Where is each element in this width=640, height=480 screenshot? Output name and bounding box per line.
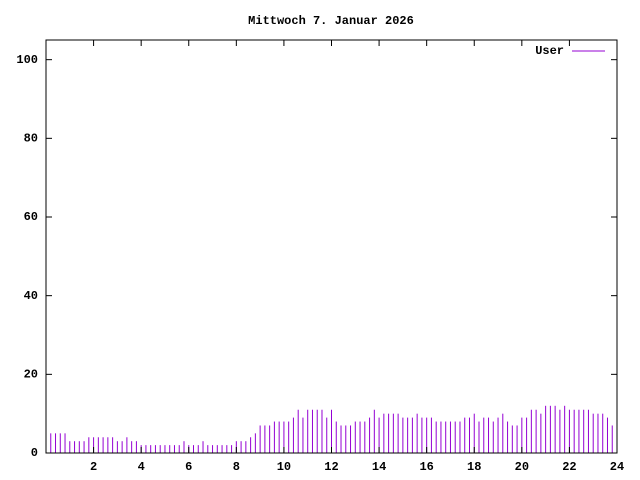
y-tick-label: 0 [31, 446, 38, 460]
x-tick-label: 10 [277, 460, 291, 474]
x-tick-label: 16 [419, 460, 433, 474]
x-tick-label: 4 [138, 460, 145, 474]
x-tick-label: 2 [90, 460, 97, 474]
x-tick-label: 12 [324, 460, 338, 474]
x-tick-label: 8 [233, 460, 240, 474]
y-tick-label: 40 [24, 289, 38, 303]
legend-label: User [535, 44, 564, 58]
y-tick-label: 100 [16, 53, 38, 67]
x-tick-label: 18 [467, 460, 481, 474]
x-tick-label: 14 [372, 460, 386, 474]
x-tick-label: 6 [185, 460, 192, 474]
x-tick-label: 22 [562, 460, 576, 474]
plot-frame [45, 39, 618, 454]
y-tick-label: 20 [24, 368, 38, 382]
y-tick-label: 80 [24, 132, 38, 146]
y-tick-label: 60 [24, 210, 38, 224]
x-tick-label: 20 [515, 460, 529, 474]
chart-title: Mittwoch 7. Januar 2026 [248, 14, 414, 28]
x-tick-label: 24 [610, 460, 624, 474]
